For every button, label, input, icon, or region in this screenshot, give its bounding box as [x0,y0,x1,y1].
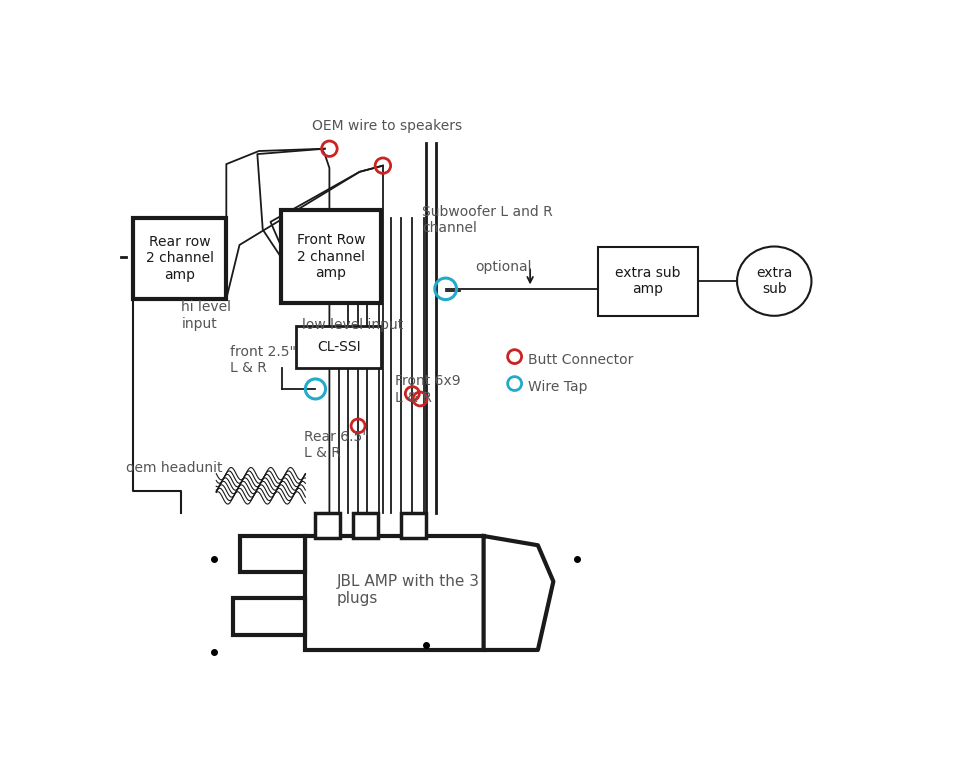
Text: oem headunit: oem headunit [125,461,223,475]
Text: low level input: low level input [302,318,403,332]
Bar [281,210,381,302]
Text: Front Row
2 channel
amp: Front Row 2 channel amp [297,233,365,280]
Text: Subwoofer L and R
channel: Subwoofer L and R channel [422,205,553,235]
Text: JBL AMP with the 3
plugs: JBL AMP with the 3 plugs [336,574,479,606]
Text: extra
sub: extra sub [756,266,793,296]
Text: extra sub
amp: extra sub amp [615,266,681,296]
Bar [233,597,306,634]
Bar [306,536,483,650]
Bar [401,513,426,537]
Text: Butt Connector: Butt Connector [528,352,633,367]
Text: Front 6x9
L & R: Front 6x9 L & R [394,374,460,405]
Text: Rear row
2 channel
amp: Rear row 2 channel amp [146,235,214,282]
Text: CL-SSI: CL-SSI [317,340,361,354]
Bar [240,536,306,572]
Bar [296,326,381,368]
Text: front 2.5"
L & R: front 2.5" L & R [230,345,296,375]
Polygon shape [483,536,553,650]
Bar [353,513,378,537]
Text: Rear 6.5"
L & R: Rear 6.5" L & R [304,430,369,460]
Text: hi level
input: hi level input [181,300,231,330]
Bar [315,513,340,537]
Text: optional: optional [475,260,531,274]
Text: Wire Tap: Wire Tap [528,380,587,393]
Text: OEM wire to speakers: OEM wire to speakers [311,120,461,133]
Bar [598,246,698,316]
Bar [134,218,226,299]
